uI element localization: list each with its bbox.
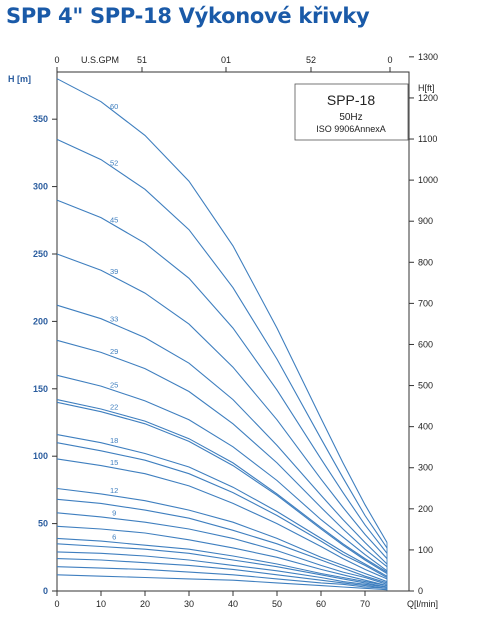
legend-model: SPP-18 xyxy=(327,92,375,108)
x-tick-label: 30 xyxy=(184,599,194,609)
gpm-tick-label: 0 xyxy=(387,55,392,65)
curve-line xyxy=(56,566,388,589)
curve-60 xyxy=(56,78,388,543)
stage-label-18: 18 xyxy=(110,436,118,445)
curve-15 xyxy=(56,458,388,580)
stage-label-33: 33 xyxy=(110,314,118,323)
x-tick-label: 0 xyxy=(54,599,59,609)
x-tick-label: 10 xyxy=(96,599,106,609)
curve-29 xyxy=(56,339,388,568)
ft-tick-label: 100 xyxy=(418,545,433,555)
plot-frame xyxy=(56,71,410,592)
gpm-tick-label: 51 xyxy=(137,55,147,65)
ft-tick-label: 400 xyxy=(418,422,433,432)
curve-33 xyxy=(56,304,388,565)
stage-label-9: 9 xyxy=(112,508,116,517)
stage-label-15: 15 xyxy=(110,458,118,467)
curve-line xyxy=(56,525,388,587)
y-tick-label: 250 xyxy=(33,249,48,259)
stage-label-6: 6 xyxy=(112,532,116,541)
stage-label-60: 60 xyxy=(110,102,118,111)
curve-9 xyxy=(56,512,388,585)
curve-line xyxy=(56,543,388,588)
y-tick-label: 100 xyxy=(33,451,48,461)
gpm-tick-label: 01 xyxy=(221,55,231,65)
x-axis-label: Q[l/min] xyxy=(407,599,438,609)
y-tick-label: 300 xyxy=(33,182,48,192)
x-tick-label: 60 xyxy=(316,599,326,609)
ft-tick-label: 700 xyxy=(418,298,433,308)
curve-line xyxy=(56,401,388,574)
curve-39 xyxy=(56,253,388,559)
curve-6 xyxy=(56,537,388,587)
curve-line xyxy=(56,498,388,584)
ft-tick-label: 0 xyxy=(418,586,423,596)
curve-25 xyxy=(56,374,388,572)
curve-52 xyxy=(56,138,388,549)
ft-axis-label: H[ft] xyxy=(418,83,435,93)
ft-tick-label: 1300 xyxy=(418,52,438,62)
ft-tick-label: 1200 xyxy=(418,93,438,103)
y-tick-label: 0 xyxy=(43,586,48,596)
curve-22 xyxy=(56,399,388,573)
curve-18 xyxy=(56,434,388,577)
stage-label-45: 45 xyxy=(110,215,118,224)
curve-line xyxy=(56,551,388,588)
ft-tick-label: 800 xyxy=(418,257,433,267)
y-tick-label: 50 xyxy=(38,519,48,529)
ft-tick-label: 500 xyxy=(418,381,433,391)
ft-tick-label: 200 xyxy=(418,504,433,514)
gpm-tick-label: 52 xyxy=(306,55,316,65)
stage-label-22: 22 xyxy=(110,403,118,412)
y-axis-label: H [m] xyxy=(8,74,31,84)
y-tick-label: 200 xyxy=(33,316,48,326)
ft-tick-label: 1000 xyxy=(418,175,438,185)
stage-labels: 60 52 45 39 33 29 25 22 18 15 12 9 6 xyxy=(110,102,118,542)
stage-label-12: 12 xyxy=(110,486,118,495)
curve-12 xyxy=(56,487,388,583)
gpm-tick-label: 0 xyxy=(54,55,59,65)
x-tick-label: 40 xyxy=(228,599,238,609)
stage-label-29: 29 xyxy=(110,347,118,356)
y-tick-label: 150 xyxy=(33,384,48,394)
curves xyxy=(56,78,388,591)
curve-line xyxy=(56,442,388,578)
legend-frequency: 50Hz xyxy=(339,112,362,123)
stage-label-52: 52 xyxy=(110,159,118,168)
page-title: SPP 4" SPP-18 Výkonové křivky xyxy=(6,4,370,28)
curve-45 xyxy=(56,199,388,554)
curve-line xyxy=(56,558,388,589)
stage-label-39: 39 xyxy=(110,267,118,276)
x-tick-label: 50 xyxy=(272,599,282,609)
ft-tick-label: 600 xyxy=(418,339,433,349)
stage-label-25: 25 xyxy=(110,381,118,390)
ft-tick-label: 300 xyxy=(418,463,433,473)
ft-tick-label: 900 xyxy=(418,216,433,226)
curve-line xyxy=(56,574,388,591)
legend-standard: ISO 9906AnnexA xyxy=(316,124,386,134)
gpm-axis-label: U.S.GPM xyxy=(81,55,119,65)
legend-frame xyxy=(294,83,409,141)
x-tick-label: 70 xyxy=(360,599,370,609)
ft-tick-label: 1100 xyxy=(418,134,437,144)
y-tick-label: 350 xyxy=(33,114,48,124)
x-tick-label: 20 xyxy=(140,599,150,609)
legend-box: SPP-18 50Hz ISO 9906AnnexA xyxy=(294,83,409,141)
